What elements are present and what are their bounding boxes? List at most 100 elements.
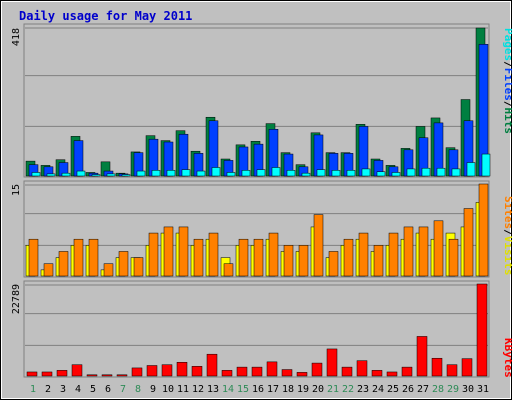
bar-pages bbox=[286, 170, 296, 177]
bar-kbytes bbox=[401, 366, 413, 377]
bar-sites bbox=[343, 238, 354, 277]
legend-sep: / bbox=[502, 61, 512, 68]
bar-pages bbox=[121, 174, 131, 177]
bar-pages bbox=[451, 168, 461, 177]
bar-sites bbox=[103, 263, 114, 277]
bar-kbytes bbox=[311, 362, 323, 377]
bar-pages bbox=[226, 172, 236, 177]
bar-kbytes bbox=[326, 348, 338, 377]
legend-files: Files bbox=[502, 68, 512, 101]
legend-sites: Sites bbox=[502, 196, 512, 229]
bar-kbytes bbox=[41, 371, 53, 377]
bar-kbytes bbox=[116, 374, 128, 377]
x-tick-label: 7 bbox=[120, 384, 126, 395]
bar-pages bbox=[421, 167, 431, 177]
x-tick-label: 4 bbox=[75, 384, 81, 395]
bar-pages bbox=[271, 167, 281, 177]
bar-pages bbox=[46, 173, 56, 177]
bar-kbytes bbox=[431, 357, 443, 377]
bar-pages bbox=[481, 153, 491, 177]
bar-kbytes bbox=[191, 366, 203, 377]
x-tick-label: 2 bbox=[45, 384, 51, 395]
bar-sites bbox=[373, 245, 384, 277]
chart-title: Daily usage for May 2011 bbox=[19, 9, 192, 23]
y-tick-label-kbytes: 22789 bbox=[11, 284, 22, 314]
x-tick-label: 16 bbox=[252, 384, 264, 395]
x-tick-label: 25 bbox=[387, 384, 399, 395]
bar-pages bbox=[316, 169, 326, 177]
bar-sites bbox=[193, 238, 204, 277]
x-tick-label: 28 bbox=[432, 384, 444, 395]
bar-sites bbox=[283, 245, 294, 277]
bar-kbytes bbox=[356, 360, 368, 377]
x-tick-label: 21 bbox=[327, 384, 339, 395]
x-tick-label: 1 bbox=[30, 384, 36, 395]
x-tick-label: 24 bbox=[372, 384, 384, 395]
bar-files bbox=[73, 140, 84, 177]
bar-pages bbox=[241, 170, 251, 177]
bar-sites bbox=[418, 226, 429, 277]
bar-kbytes bbox=[251, 366, 263, 377]
bar-kbytes bbox=[416, 336, 428, 377]
x-tick-label: 13 bbox=[207, 384, 219, 395]
bar-sites bbox=[298, 245, 309, 277]
bar-sites bbox=[208, 232, 219, 277]
bar-pages bbox=[211, 167, 221, 177]
legend-hits: Hits bbox=[502, 108, 512, 135]
bars-panel-2 bbox=[25, 183, 489, 277]
bar-kbytes bbox=[281, 369, 293, 377]
bar-files bbox=[358, 126, 369, 177]
bar-pages bbox=[91, 174, 101, 177]
bar-sites bbox=[268, 232, 279, 277]
bar-pages bbox=[331, 170, 341, 177]
bar-kbytes bbox=[206, 353, 218, 377]
x-tick-label: 22 bbox=[342, 384, 354, 395]
bar-sites bbox=[88, 238, 99, 277]
bar-kbytes bbox=[236, 366, 248, 377]
bar-sites bbox=[313, 214, 324, 277]
bar-kbytes bbox=[26, 371, 38, 377]
bar-sites bbox=[433, 220, 444, 277]
x-tick-label: 29 bbox=[447, 384, 459, 395]
bar-kbytes bbox=[146, 365, 158, 377]
bar-pages bbox=[31, 172, 41, 177]
x-tick-label: 20 bbox=[312, 384, 324, 395]
bar-sites bbox=[328, 251, 339, 277]
legend-sep: / bbox=[502, 101, 512, 108]
bar-kbytes bbox=[56, 370, 68, 377]
x-tick-label: 5 bbox=[90, 384, 96, 395]
bar-sites bbox=[163, 226, 174, 277]
bar-sites bbox=[463, 208, 474, 277]
legend-pages: Pages bbox=[502, 28, 512, 61]
bar-sites bbox=[43, 263, 54, 277]
bar-sites bbox=[238, 238, 249, 277]
bar-sites bbox=[28, 238, 39, 277]
bar-sites bbox=[133, 257, 144, 277]
x-axis-labels: 1 2 3 4 5 6 7 8 9 10 11 12 13 14 15 16 17 18 19 20 21 22 23 24 2… bbox=[30, 384, 489, 395]
bar-kbytes bbox=[446, 364, 458, 377]
legend-panel-1: Pages/Files/Hits bbox=[502, 28, 512, 134]
bar-pages bbox=[106, 173, 116, 177]
x-tick-label: 26 bbox=[402, 384, 414, 395]
x-tick-label: 11 bbox=[177, 384, 189, 395]
bar-kbytes bbox=[266, 361, 278, 377]
legend-visits: Visits bbox=[502, 236, 512, 276]
x-tick-label: 8 bbox=[135, 384, 141, 395]
bar-sites bbox=[448, 238, 459, 277]
x-tick-label: 19 bbox=[297, 384, 309, 395]
bar-pages bbox=[406, 168, 416, 177]
x-tick-label: 3 bbox=[60, 384, 66, 395]
x-tick-label: 23 bbox=[357, 384, 369, 395]
bar-pages bbox=[361, 168, 371, 177]
bar-kbytes bbox=[131, 367, 143, 377]
bar-kbytes bbox=[386, 371, 398, 377]
bar-kbytes bbox=[296, 372, 308, 377]
bar-sites bbox=[403, 226, 414, 277]
bar-kbytes bbox=[341, 366, 353, 377]
bar-sites bbox=[148, 232, 159, 277]
bar-sites bbox=[253, 238, 264, 277]
x-tick-label: 10 bbox=[162, 384, 174, 395]
bars-panel-1 bbox=[25, 27, 491, 177]
bar-pages bbox=[301, 172, 311, 177]
